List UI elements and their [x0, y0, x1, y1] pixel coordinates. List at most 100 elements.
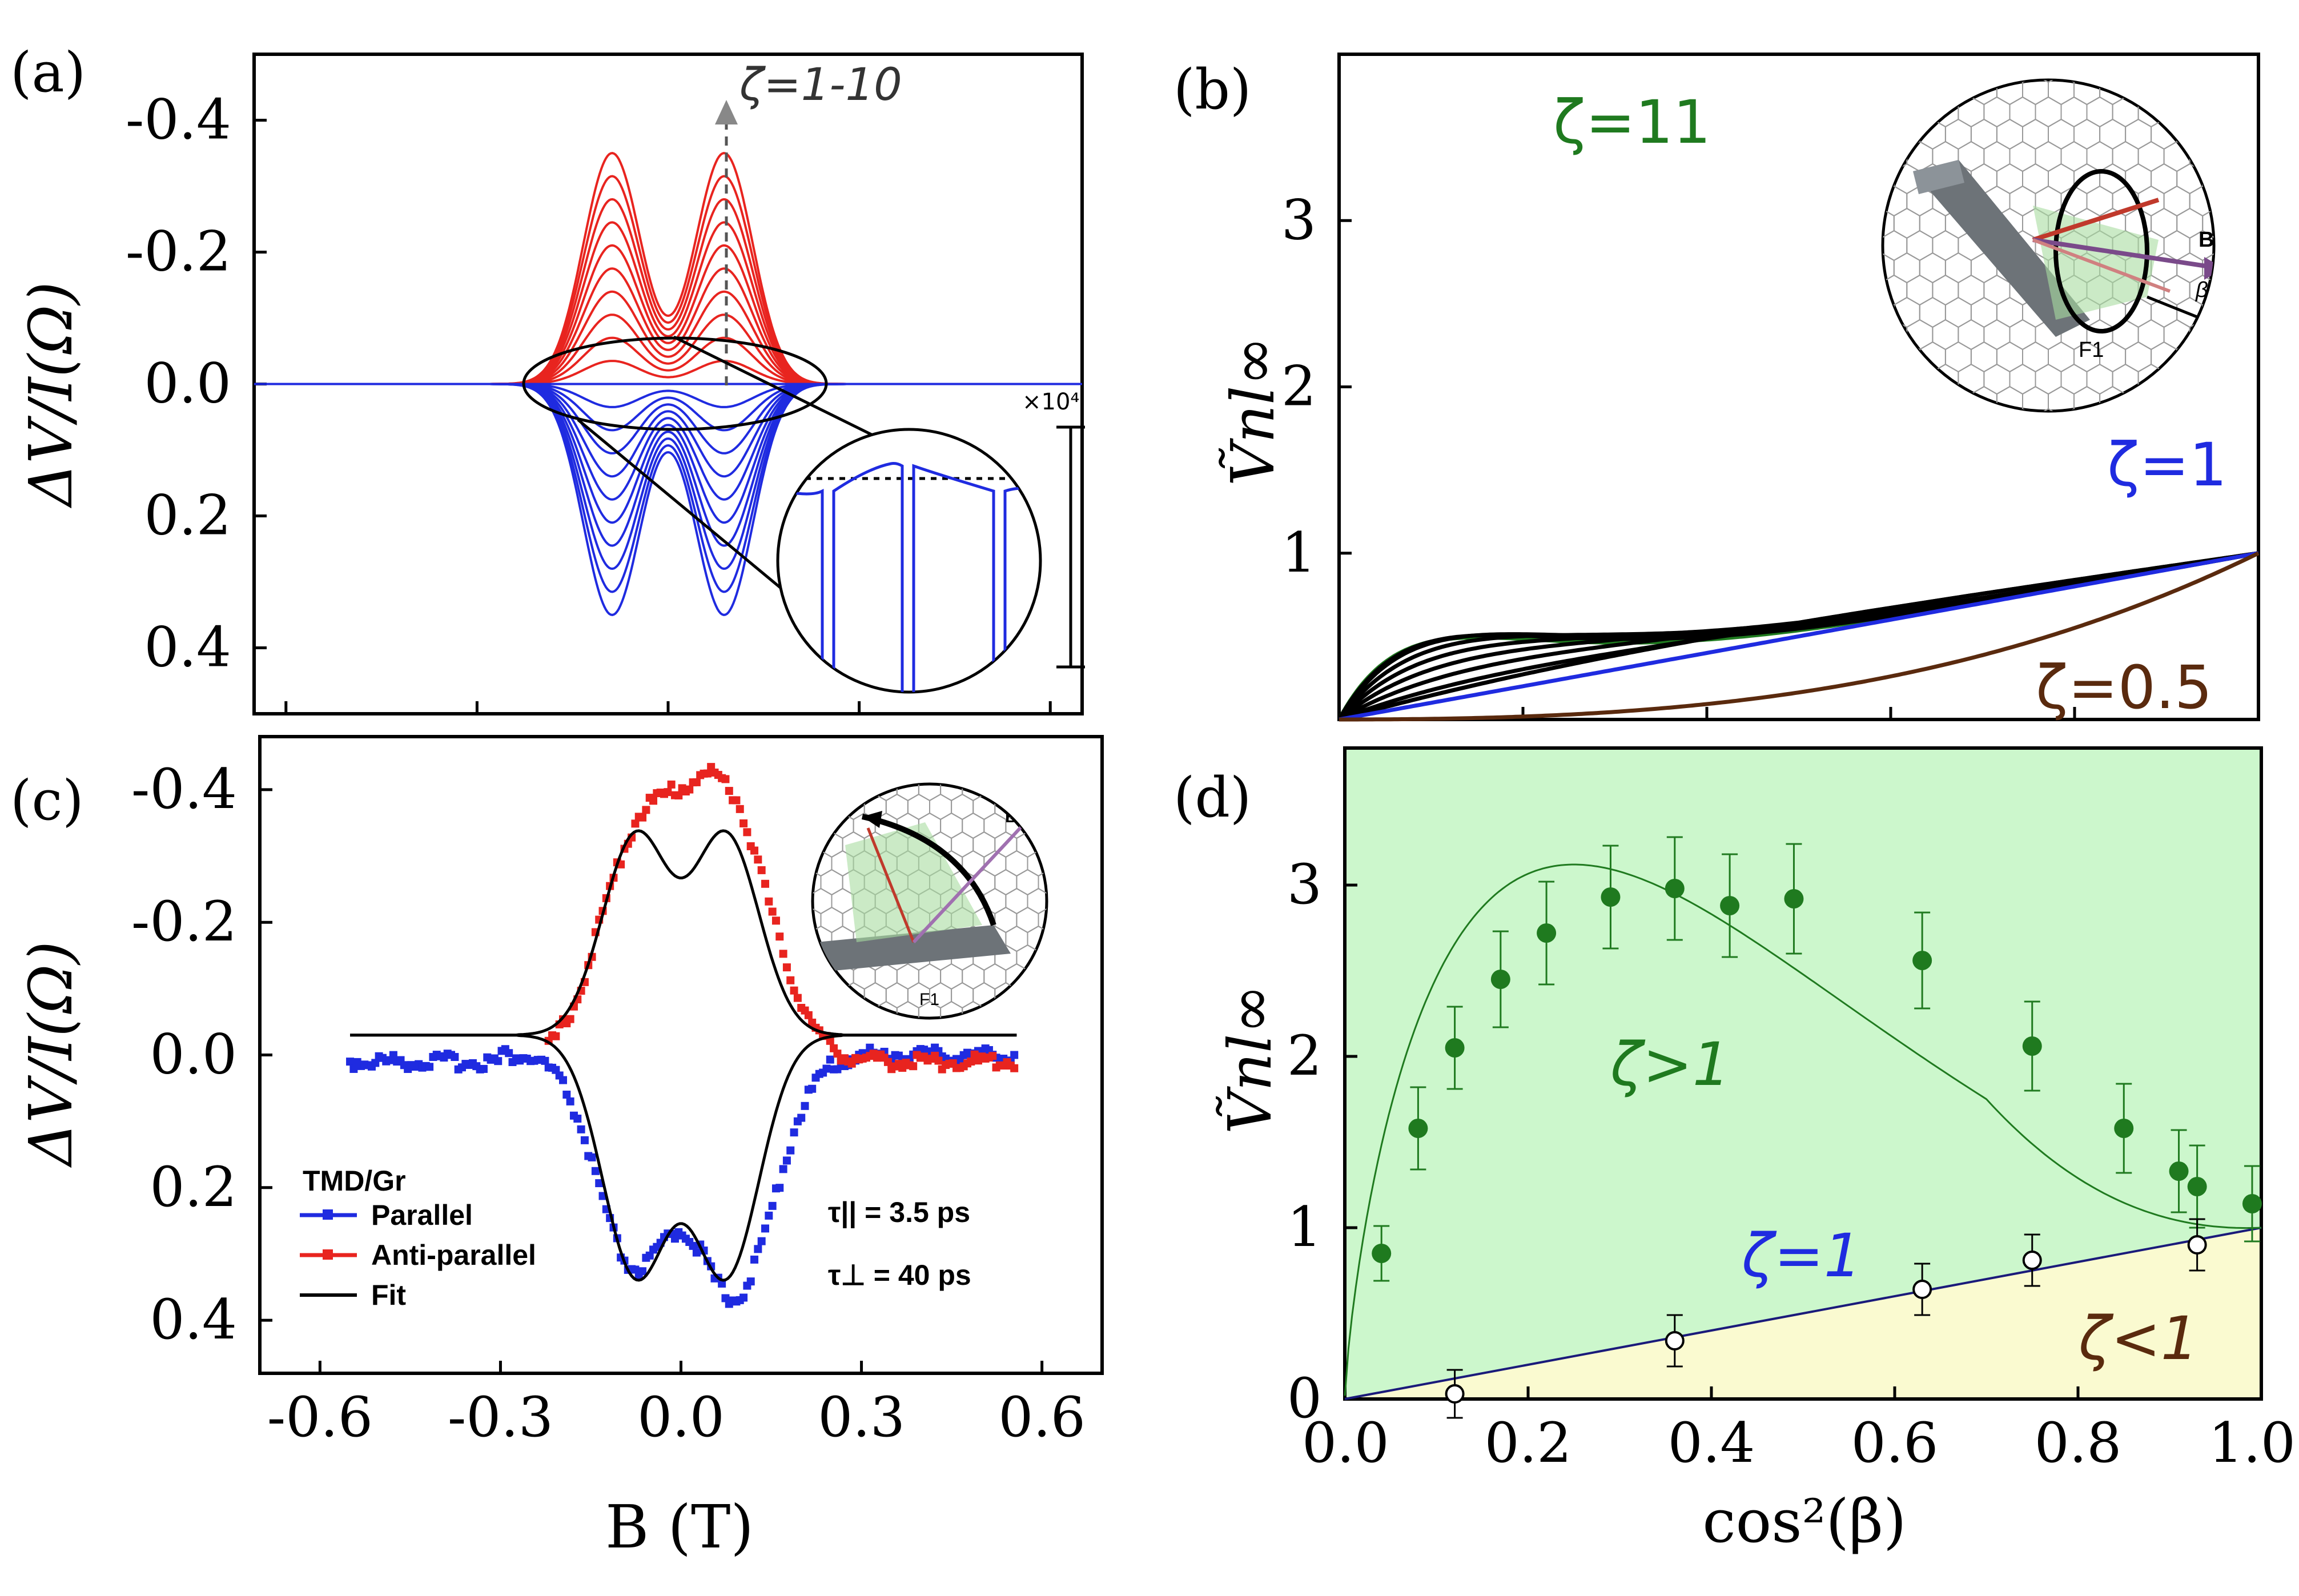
graphene-hex	[766, 775, 788, 801]
graphene-hex	[886, 757, 908, 782]
graphene-hex	[2216, 275, 2241, 305]
b-field-arrow-c-icon	[912, 812, 1035, 944]
graphene-hex	[1071, 813, 1093, 838]
graphene-hex	[2086, 80, 2113, 83]
graphene-hex	[2228, 208, 2254, 238]
graphene-hex	[995, 1020, 1016, 1046]
parallel-point	[750, 1255, 759, 1264]
zeta-1-label-b: ζ=1	[2107, 430, 2227, 500]
graphene-hex	[2202, 118, 2214, 150]
antiparallel-point	[779, 950, 787, 958]
antiparallel-point	[883, 1058, 892, 1066]
antiparallel-point	[649, 797, 658, 805]
parallel-point	[826, 1055, 834, 1064]
graphene-hex	[1906, 96, 1934, 128]
antiparallel-point	[735, 805, 744, 813]
parallel-point	[822, 1064, 831, 1073]
c-ytick-label: -0.4	[131, 757, 237, 821]
graphene-hex	[2189, 96, 2214, 128]
graphene-hex	[2241, 97, 2267, 127]
graphene-hex	[1883, 341, 1895, 373]
graphene-hex	[1843, 164, 1868, 194]
graphene-hex	[1038, 944, 1047, 971]
a-curve-red	[254, 267, 1082, 385]
parallel-point	[638, 1267, 647, 1276]
panel-a-label: (a)	[10, 41, 86, 104]
graphene-hex	[813, 793, 822, 821]
antiparallel-point	[664, 788, 672, 797]
a-ytick-label: -0.4	[126, 88, 231, 152]
graphene-hex	[1893, 80, 1920, 106]
antiparallel-point	[631, 819, 640, 828]
graphene-hex	[843, 757, 865, 782]
graphene-hex	[1855, 186, 1881, 216]
graphene-hex	[2163, 96, 2191, 128]
graphene-hex	[1958, 80, 1985, 83]
b-curve-11	[1339, 551, 2260, 722]
a-curve-red	[254, 221, 1082, 385]
d-xtick-label: 0.0	[1302, 1411, 1389, 1475]
graphene-hex	[1883, 296, 1895, 328]
antiparallel-point	[685, 785, 694, 794]
data-point-open	[2022, 1251, 2042, 1270]
legend-fit: Fit	[371, 1279, 406, 1311]
graphene-hex	[2202, 163, 2214, 195]
zeta-1-label-d: ζ=1	[1741, 1221, 1862, 1291]
c-xtick-label: -0.6	[267, 1385, 373, 1449]
graphene-hex	[2151, 80, 2178, 106]
graphene-hex	[2216, 186, 2241, 216]
graphene-hex	[831, 1000, 854, 1018]
parallel-point	[790, 1128, 798, 1137]
graphene-hex	[766, 813, 788, 838]
inset-b-field-label: B	[2198, 228, 2214, 252]
graphene-hex	[820, 982, 843, 1009]
graphene-hex	[2202, 80, 2214, 106]
parallel-point	[494, 1057, 503, 1066]
graphene-hex	[2228, 253, 2254, 283]
graphene-hex	[1005, 784, 1028, 802]
panel-b-label: (b)	[1173, 58, 1251, 122]
parallel-point	[541, 1056, 549, 1065]
parallel-point	[451, 1053, 459, 1062]
data-point-filled	[1912, 951, 1932, 970]
antiparallel-point	[743, 828, 751, 837]
graphene-hex	[2189, 363, 2214, 395]
legend-antiparallel: Anti-parallel	[371, 1239, 536, 1271]
fit-curve-d	[1344, 863, 2262, 1396]
a-ytick-label: 0.0	[144, 352, 231, 416]
graphene-hex	[1027, 812, 1047, 839]
graphene-hex	[1016, 757, 1038, 782]
rotation-arc-icon	[861, 814, 996, 926]
graphene-hex	[1071, 926, 1093, 951]
graphene-hex	[1830, 142, 1855, 171]
a-ytick-label: 0.2	[144, 484, 231, 548]
data-point-filled	[1408, 1119, 1428, 1138]
antiparallel-point	[833, 1050, 842, 1058]
graphene-hex	[2241, 409, 2267, 439]
graphene-hex	[1830, 275, 1855, 305]
parallel-point	[595, 1179, 604, 1188]
graphene-hex	[1883, 363, 1908, 395]
inset-beta-label: β	[2195, 278, 2208, 302]
parallel-point	[761, 1224, 769, 1233]
parallel-point	[346, 1058, 355, 1066]
c-ytick-label: -0.2	[131, 890, 237, 954]
graphene-hex	[1855, 409, 1881, 439]
c-ytick-label: 0.4	[150, 1288, 237, 1352]
graphene-hex	[813, 944, 822, 971]
antiparallel-point	[642, 806, 650, 814]
parallel-point	[505, 1049, 513, 1058]
a-ytick-label: 0.4	[144, 616, 231, 680]
graphene-hex	[1883, 96, 1908, 128]
parallel-point	[479, 1064, 488, 1073]
graphene-hex	[1855, 320, 1881, 349]
scale-bar-label: ×10⁴	[1022, 389, 1079, 415]
antiparallel-point	[967, 1058, 975, 1066]
graphene-hex	[1027, 1000, 1047, 1018]
graphene-hex	[2163, 363, 2191, 395]
graphene-hex	[1983, 408, 2011, 411]
graphene-hex	[2151, 385, 2178, 411]
graphene-hex	[865, 1020, 886, 1046]
a-ytick-label: -0.2	[126, 220, 231, 284]
graphene-hex	[1883, 385, 1895, 411]
